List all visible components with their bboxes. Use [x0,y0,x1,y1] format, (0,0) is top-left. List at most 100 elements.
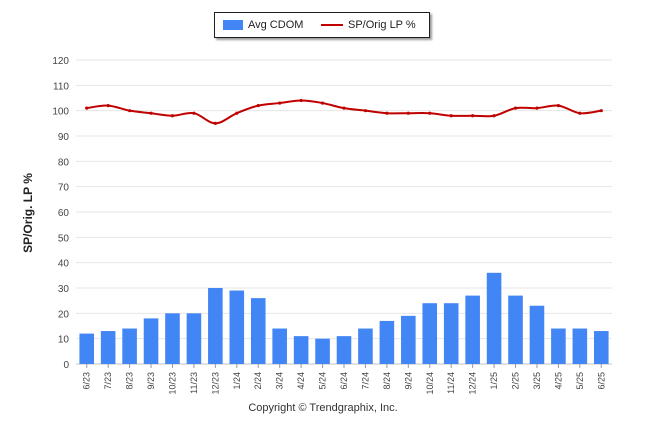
x-tick-label: 2/25 [511,372,521,390]
bar-10-24[interactable] [422,303,438,364]
copyright-text: Copyright © Trendgraphix, Inc. [248,402,398,414]
legend-swatch-bar [223,20,243,30]
x-axis-ticks: 6/23 7/23 8/23 9/23 10/23 11/23 12/23 1/24 2/24 3… [82,364,606,395]
line-point-6-23[interactable] [85,106,89,110]
bar-5-25[interactable] [572,328,588,364]
x-tick-label: 4/25 [553,372,563,390]
x-tick-label: 9/23 [146,372,156,390]
bar-series [79,272,609,364]
bar-1-24[interactable] [229,290,245,364]
line-point-10-24[interactable] [428,111,432,115]
line-point-7-23[interactable] [106,104,110,108]
bar-11-23[interactable] [186,313,202,364]
y-tick-label: 120 [52,56,69,67]
line-path [86,99,602,125]
line-point-3-25[interactable] [535,106,539,110]
bar-9-24[interactable] [401,315,416,364]
legend-swatch-line [321,24,343,26]
line-series [85,98,603,125]
x-tick-label: 1/25 [489,372,499,390]
line-point-1-24[interactable] [235,111,239,115]
y-tick-label: 10 [58,335,70,346]
bar-7-24[interactable] [358,328,373,364]
bar-11-24[interactable] [443,303,459,364]
line-point-2-25[interactable] [513,106,518,110]
bar-6-23[interactable] [79,333,95,364]
y-tick-label: 0 [63,360,69,371]
bar-4-25[interactable] [551,328,566,364]
line-point-8-23[interactable] [128,109,132,113]
legend-label-bars: Avg CDOM [248,19,304,31]
y-tick-label: 100 [52,107,69,118]
bar-3-24[interactable] [272,328,287,364]
line-point-4-25[interactable] [556,104,561,108]
x-tick-label: 10/23 [167,372,177,395]
x-tick-label: 3/25 [532,372,542,390]
y-axis-label: SP/Orig. LP % [21,173,35,253]
bar-1-25[interactable] [486,272,502,364]
bar-2-24[interactable] [250,298,266,364]
x-tick-label: 6/24 [339,372,349,390]
y-tick-label: 90 [58,132,70,143]
bar-6-24[interactable] [336,336,352,364]
y-tick-label: 60 [58,208,70,219]
line-point-5-24[interactable] [320,101,325,105]
y-tick-label: 30 [58,284,70,295]
y-tick-label: 40 [58,259,70,270]
x-tick-label: 4/24 [296,372,306,390]
bar-4-24[interactable] [293,336,309,364]
x-tick-label: 6/25 [596,372,606,390]
x-tick-label: 8/24 [382,372,392,390]
line-point-9-23[interactable] [149,111,153,115]
legend-item-line[interactable]: SP/Orig LP % [321,13,416,37]
x-tick-label: 7/24 [360,372,370,390]
bar-10-23[interactable] [165,313,180,364]
x-tick-label: 8/23 [125,372,135,390]
legend-label-line: SP/Orig LP % [348,19,416,31]
x-tick-label: 10/24 [425,372,435,395]
y-tick-label: 110 [53,81,69,92]
x-tick-label: 7/23 [103,372,113,390]
bar-2-25[interactable] [508,295,523,364]
x-tick-label: 5/25 [575,372,585,390]
line-point-11-24[interactable] [449,114,453,118]
x-tick-label: 11/24 [446,372,456,394]
y-axis-ticks: 0 10 20 30 40 50 60 70 80 90 100 110 120 [52,56,69,371]
bar-6-25[interactable] [593,331,609,364]
line-point-1-25[interactable] [492,114,496,118]
x-tick-label: 2/24 [253,372,263,390]
line-point-7-24[interactable] [363,109,368,113]
bar-12-24[interactable] [465,295,480,364]
bar-8-24[interactable] [379,320,395,364]
bar-12-23[interactable] [208,288,223,364]
line-point-12-24[interactable] [471,114,475,118]
line-point-6-25[interactable] [599,109,603,113]
x-tick-label: 1/24 [232,372,242,390]
bar-9-23[interactable] [143,318,159,364]
y-tick-label: 70 [58,183,70,194]
line-point-2-24[interactable] [256,104,260,108]
x-tick-label: 11/23 [189,372,199,394]
line-point-10-23[interactable] [170,114,175,118]
line-point-8-24[interactable] [385,111,389,115]
line-point-11-23[interactable] [192,111,196,115]
x-tick-label: 12/24 [468,372,478,395]
x-tick-label: 6/23 [82,372,92,390]
bar-7-23[interactable] [100,331,116,364]
x-tick-label: 9/24 [403,372,413,390]
bar-3-25[interactable] [529,305,545,364]
line-point-4-24[interactable] [299,98,303,103]
x-tick-label: 5/24 [318,372,328,390]
line-point-5-25[interactable] [578,111,582,115]
line-point-6-24[interactable] [342,106,346,110]
line-point-9-24[interactable] [406,111,410,115]
legend-item-bars[interactable]: Avg CDOM [223,13,303,37]
bar-8-23[interactable] [122,328,137,364]
y-tick-label: 20 [58,309,70,320]
line-point-12-23[interactable] [213,121,217,125]
bar-5-24[interactable] [315,338,330,364]
x-tick-label: 3/24 [275,372,285,390]
line-point-3-24[interactable] [278,101,282,105]
x-tick-label: 12/23 [210,372,220,395]
